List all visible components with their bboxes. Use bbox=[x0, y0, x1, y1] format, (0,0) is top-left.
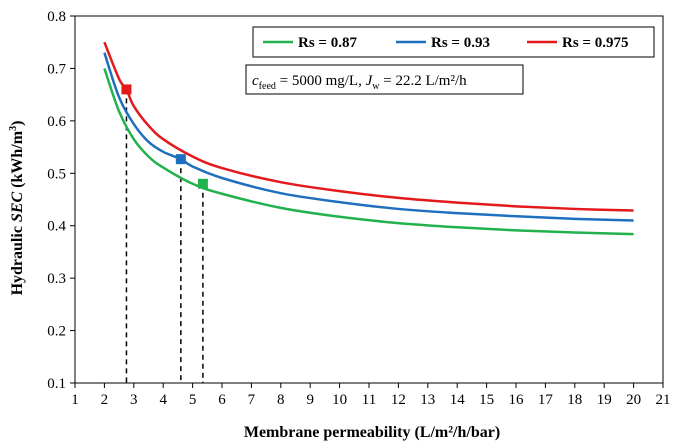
axis-ticks: 1 2 3 4 5 6 7 8 9 10 11 12 13 14 15 16 17 18 19 20 210.10.20… bbox=[47, 9, 670, 408]
series-line bbox=[103, 68, 634, 236]
series-marker bbox=[121, 84, 132, 95]
x-axis-title: Membrane permeability (L/m²/h/bar) bbox=[244, 424, 500, 441]
x-tick-label: 12 bbox=[391, 392, 406, 408]
y-tick-label: 0.2 bbox=[47, 324, 66, 340]
x-tick-label: 5 bbox=[189, 392, 197, 408]
x-tick-label: 11 bbox=[362, 392, 376, 408]
y-tick-label: 0.3 bbox=[47, 271, 66, 287]
annotation-box bbox=[245, 64, 524, 95]
droplines bbox=[125, 89, 204, 383]
x-tick-label: 3 bbox=[130, 392, 138, 408]
y-tick-label: 0.8 bbox=[47, 9, 66, 25]
x-tick-label: 7 bbox=[248, 392, 256, 408]
x-tick-label: 9 bbox=[306, 392, 314, 408]
series-marker bbox=[175, 154, 186, 165]
conditions-annotation: cfeed = 5000 mg/L, Jw = 22.2 L/m²/h bbox=[245, 64, 524, 95]
x-tick-label: 16 bbox=[509, 392, 525, 408]
x-tick-label: 6 bbox=[218, 392, 226, 408]
legend-box bbox=[252, 26, 655, 58]
x-tick-label: 2 bbox=[101, 392, 109, 408]
y-axis-title: Hydraulic SEC (kWh/m3) bbox=[8, 121, 26, 296]
x-tick-label: 17 bbox=[538, 392, 554, 408]
x-tick-label: 15 bbox=[479, 392, 494, 408]
x-tick-label: 10 bbox=[332, 392, 347, 408]
series-markers bbox=[121, 84, 208, 189]
y-tick-label: 0.5 bbox=[47, 166, 66, 182]
x-tick-label: 13 bbox=[420, 392, 435, 408]
legend: Rs = 0.87 Rs = 0.93 Rs = 0.975 bbox=[252, 26, 655, 58]
series-marker bbox=[197, 178, 208, 189]
x-tick-label: 1 bbox=[71, 392, 79, 408]
x-tick-label: 14 bbox=[450, 392, 466, 408]
y-tick-label: 0.4 bbox=[47, 219, 66, 235]
x-tick-label: 19 bbox=[597, 392, 612, 408]
y-tick-label: 0.6 bbox=[47, 114, 66, 130]
legend-label: Rs = 0.93 bbox=[431, 35, 490, 51]
x-tick-label: 18 bbox=[567, 392, 582, 408]
x-tick-label: 4 bbox=[159, 392, 167, 408]
legend-label: Rs = 0.975 bbox=[562, 35, 628, 51]
x-tick-label: 21 bbox=[656, 392, 671, 408]
y-tick-label: 0.1 bbox=[47, 376, 66, 392]
y-tick-label: 0.7 bbox=[47, 61, 66, 77]
x-tick-label: 8 bbox=[277, 392, 285, 408]
series-line bbox=[103, 52, 634, 222]
annotation-text: cfeed = 5000 mg/L, Jw = 22.2 L/m²/h bbox=[252, 73, 467, 92]
x-tick-label: 20 bbox=[626, 392, 641, 408]
legend-label: Rs = 0.87 bbox=[298, 35, 357, 51]
